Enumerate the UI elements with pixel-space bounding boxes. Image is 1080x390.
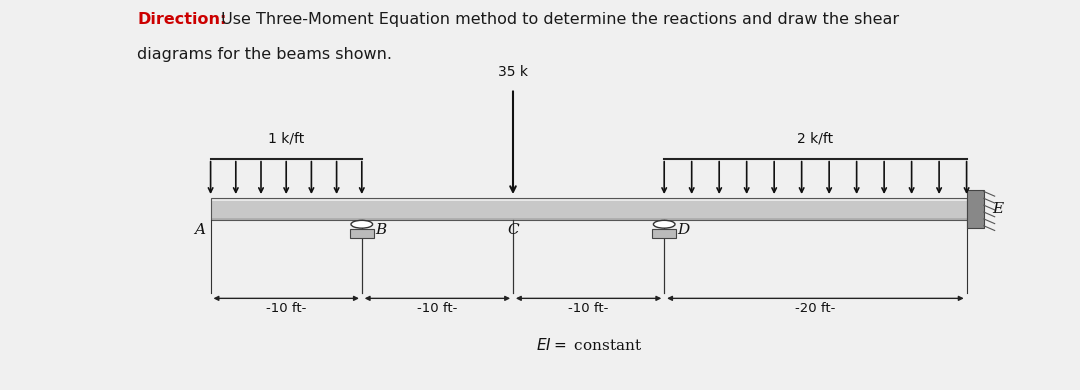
Text: -20 ft-: -20 ft- (795, 302, 836, 315)
Text: A: A (194, 223, 205, 238)
Text: 1 k/ft: 1 k/ft (268, 131, 305, 145)
Text: Use Three-Moment Equation method to determine the reactions and draw the shear: Use Three-Moment Equation method to dete… (216, 12, 900, 27)
Circle shape (653, 220, 675, 228)
FancyBboxPatch shape (211, 198, 967, 201)
FancyBboxPatch shape (211, 198, 967, 218)
Text: 35 k: 35 k (498, 65, 528, 79)
Text: Direction:: Direction: (137, 12, 227, 27)
Text: -10 ft-: -10 ft- (266, 302, 307, 315)
Text: B: B (375, 223, 386, 238)
Text: diagrams for the beams shown.: diagrams for the beams shown. (137, 47, 392, 62)
Text: D: D (677, 223, 689, 238)
Circle shape (351, 220, 373, 228)
FancyBboxPatch shape (211, 198, 967, 220)
Text: 2 k/ft: 2 k/ft (797, 131, 834, 145)
Text: $EI =$ constant: $EI =$ constant (536, 337, 642, 353)
Text: -10 ft-: -10 ft- (417, 302, 458, 315)
FancyBboxPatch shape (652, 229, 676, 238)
Text: C: C (508, 223, 518, 238)
FancyBboxPatch shape (350, 229, 374, 238)
FancyBboxPatch shape (967, 190, 984, 228)
Text: E: E (993, 202, 1003, 216)
Text: -10 ft-: -10 ft- (568, 302, 609, 315)
